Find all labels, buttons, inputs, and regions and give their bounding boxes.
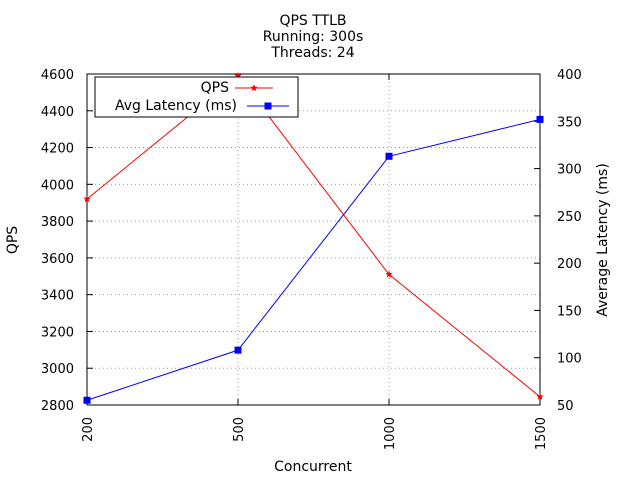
y-left-tick-label: 4400 [41,105,74,120]
y-right-tick-label: 150 [557,304,582,319]
legend-marker-qps [250,84,258,92]
data-point [536,392,544,400]
legend-box [94,76,299,118]
legend-marker-latency [264,102,272,110]
series-0 [83,72,544,400]
data-point [83,195,91,203]
y-left-tick-label: 4200 [41,142,74,157]
y-left-tick-label: 4600 [41,68,74,83]
y-left-tick-label: 3800 [41,215,74,230]
data-point [234,346,242,354]
y-axis-left-label: QPS [5,226,21,254]
x-axis-label: Concurrent [274,459,352,475]
legend-label-qps: QPS [201,80,229,96]
x-tick-label: 500 [232,417,247,442]
x-tick-label: 1000 [383,417,398,450]
grid [87,74,540,405]
axis-ticks: 2800 3000 3200 3400 3600 3800 4000 4200 4400 4600… [41,68,582,450]
y-right-tick-label: 250 [557,210,582,225]
x-tick-label: 200 [81,417,96,442]
y-axis-right-label: Average Latency (ms) [595,163,611,317]
y-right-tick-label: 350 [557,115,582,130]
chart-subtitle-line-1: Running: 300s [263,29,364,45]
y-left-tick-label: 4000 [41,178,74,193]
x-tick-label: 1500 [534,417,549,450]
data-point [83,396,91,404]
data-point [385,270,393,278]
chart-title: QPS TTLB [279,13,346,29]
series [83,72,544,404]
y-right-tick-label: 100 [557,352,582,367]
data-point [385,152,393,160]
plot-frame [86,73,541,406]
series-1 [83,115,544,404]
series-line [86,75,541,398]
y-left-tick-label: 3400 [41,289,74,304]
y-left-tick-label: 2800 [41,399,74,414]
y-right-tick-label: 200 [557,257,582,272]
data-point [536,115,544,123]
legend: QPS Avg Latency (ms) [94,76,299,118]
y-right-tick-label: 300 [557,163,582,178]
y-left-tick-label: 3000 [41,362,74,377]
y-left-tick-label: 3600 [41,252,74,267]
chart-subtitle-line-2: Threads: 24 [270,45,354,61]
legend-label-latency: Avg Latency (ms) [115,98,237,114]
y-left-tick-label: 3200 [41,325,74,340]
y-right-tick-label: 400 [557,68,582,83]
y-right-tick-label: 50 [557,399,574,414]
series-line [86,118,541,401]
